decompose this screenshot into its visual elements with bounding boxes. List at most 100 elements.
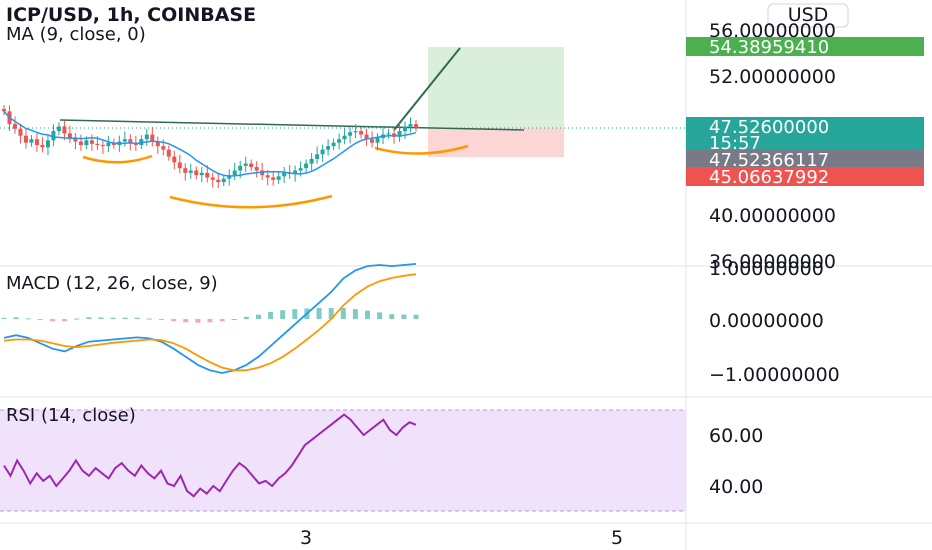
candle-body[interactable]: [348, 132, 353, 136]
candle-body[interactable]: [282, 172, 287, 177]
candle-body[interactable]: [62, 126, 67, 134]
candle-body[interactable]: [386, 133, 391, 135]
candle-body[interactable]: [150, 134, 155, 142]
candle-body[interactable]: [78, 141, 83, 145]
candle-body[interactable]: [254, 167, 259, 171]
candle-body[interactable]: [128, 139, 133, 143]
candle-body[interactable]: [144, 134, 149, 140]
currency-button[interactable]: [767, 3, 849, 28]
candle-body[interactable]: [403, 126, 408, 132]
candle-body[interactable]: [238, 165, 243, 171]
candle-body[interactable]: [205, 172, 210, 178]
countdown-text: 15:57: [709, 133, 761, 154]
candle-body[interactable]: [18, 128, 23, 136]
candle-body[interactable]: [84, 140, 89, 145]
candle-body[interactable]: [320, 149, 325, 155]
candle-body[interactable]: [315, 154, 320, 159]
neckline-trendline[interactable]: [59, 119, 525, 131]
candle-body[interactable]: [2, 109, 6, 112]
candle-body[interactable]: [89, 140, 94, 144]
candle-body[interactable]: [276, 176, 281, 180]
candle-body[interactable]: [375, 138, 380, 143]
target-zone[interactable]: [428, 47, 564, 128]
candle-body[interactable]: [161, 146, 166, 150]
left-shoulder-arc[interactable]: [82, 154, 153, 164]
candle-body[interactable]: [326, 146, 331, 150]
candle-body[interactable]: [293, 170, 298, 174]
candle-body[interactable]: [370, 139, 375, 143]
candle-body[interactable]: [40, 145, 45, 148]
candle-body[interactable]: [221, 178, 226, 183]
ma-indicator-title[interactable]: MA (9, close, 0): [6, 24, 146, 45]
handle-arc[interactable]: [374, 144, 469, 155]
macd-histogram-bar: [280, 310, 286, 319]
ma-line: [3, 110, 417, 177]
candle-body[interactable]: [12, 124, 17, 129]
symbol-title: ICP/USD, 1h, COINBASE: [6, 4, 256, 26]
cup-bottom-arc[interactable]: [169, 194, 333, 209]
breakout-projection-line[interactable]: [393, 47, 461, 131]
candle-body[interactable]: [353, 131, 358, 133]
currency-button-label[interactable]: USD: [788, 4, 829, 26]
macd-histogram-bar: [365, 310, 371, 319]
price-label: 52.00000000: [709, 66, 836, 88]
candle-body[interactable]: [298, 168, 303, 171]
candle-body[interactable]: [271, 177, 276, 180]
candle-body[interactable]: [34, 139, 39, 145]
candle-body[interactable]: [183, 168, 188, 173]
candle-body[interactable]: [95, 143, 100, 145]
candle-body[interactable]: [100, 145, 105, 147]
candle-body[interactable]: [216, 179, 221, 183]
candle-body[interactable]: [199, 172, 204, 176]
candle-body[interactable]: [364, 134, 369, 140]
ma-price-text: 47.52366117: [709, 150, 829, 171]
macd-title[interactable]: MACD (12, 26, close, 9): [6, 273, 218, 294]
candle-body[interactable]: [265, 175, 270, 178]
candle-body[interactable]: [249, 163, 254, 168]
rsi-scale-label: 40.00: [709, 476, 763, 498]
candle-body[interactable]: [243, 163, 248, 166]
macd-histogram-bar: [195, 319, 201, 323]
candle-body[interactable]: [51, 131, 56, 141]
target-price-text: 54.38959410: [709, 37, 829, 58]
candle-body[interactable]: [45, 140, 50, 148]
candle-body[interactable]: [166, 149, 171, 157]
candle-body[interactable]: [73, 138, 78, 142]
candle-body[interactable]: [188, 170, 193, 173]
macd-histogram-bar: [171, 319, 177, 322]
candle-body[interactable]: [194, 170, 199, 176]
macd-histogram-bar: [62, 319, 68, 322]
candle-body[interactable]: [397, 131, 402, 137]
candle-body[interactable]: [304, 163, 309, 169]
candle-body[interactable]: [155, 141, 160, 147]
candle-body[interactable]: [408, 124, 413, 127]
candle-body[interactable]: [122, 139, 127, 142]
candle-body[interactable]: [414, 124, 418, 128]
candle-body[interactable]: [232, 170, 237, 176]
candle-body[interactable]: [210, 177, 215, 180]
candle-body[interactable]: [337, 139, 342, 143]
ma-price-badge: [686, 150, 924, 169]
stop-zone[interactable]: [428, 128, 564, 157]
candle-body[interactable]: [56, 126, 61, 132]
candle-body[interactable]: [172, 156, 177, 163]
rsi-scale-label: 60.00: [709, 425, 763, 447]
candle-body[interactable]: [331, 142, 336, 147]
macd-histogram-bar: [292, 309, 298, 319]
candle-body[interactable]: [342, 135, 347, 140]
last-price-badge: [686, 117, 924, 151]
candle-body[interactable]: [29, 139, 34, 143]
candle-body[interactable]: [139, 139, 144, 145]
candle-body[interactable]: [359, 131, 364, 135]
rsi-title[interactable]: RSI (14, close): [6, 405, 136, 426]
candlestick-series[interactable]: [2, 104, 418, 189]
macd-histogram-bar: [110, 317, 116, 319]
candle-body[interactable]: [309, 158, 314, 164]
candle-body[interactable]: [177, 162, 182, 169]
candle-body[interactable]: [227, 175, 232, 179]
candle-body[interactable]: [67, 133, 72, 139]
candle-body[interactable]: [106, 142, 111, 147]
macd-histogram-bar: [243, 316, 249, 319]
candle-body[interactable]: [23, 135, 28, 143]
